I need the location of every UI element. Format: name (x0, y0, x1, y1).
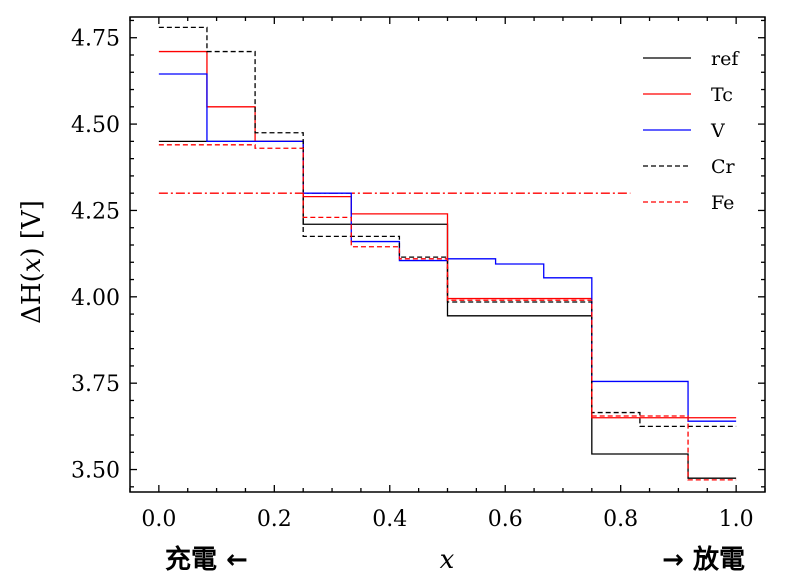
x-tick-label: 0.4 (372, 507, 407, 532)
y-tick-label: 4.25 (71, 199, 120, 224)
legend-label-ref: ref (711, 48, 740, 70)
y-tick-label: 3.50 (71, 459, 120, 484)
y-axis-label: ΔH(x) [V] (17, 200, 47, 324)
legend: ref Tc V Cr Fe (643, 48, 740, 214)
series-line-fe (158, 144, 737, 481)
discharge-annotation: → 放電 (662, 544, 745, 575)
series-line-tc (158, 50, 737, 419)
x-tick-label: 0.6 (488, 507, 523, 532)
y-tick-label: 4.50 (71, 113, 120, 138)
charge-annotation: 充電 ← (165, 544, 248, 575)
series-line-ref (158, 140, 737, 479)
x-axis-label: x (440, 545, 455, 575)
x-tick-label: 1.0 (719, 507, 754, 532)
x-tick-label: 0.8 (603, 507, 638, 532)
x-tick-label: 0.0 (141, 507, 176, 532)
y-tick-label: 4.00 (71, 286, 120, 311)
x-tick-label: 0.2 (257, 507, 292, 532)
series-line-cr (158, 26, 737, 428)
legend-label-tc: Tc (711, 84, 733, 106)
y-tick-label: 4.75 (71, 27, 120, 52)
plot-area (158, 26, 737, 481)
legend-label-cr: Cr (711, 156, 736, 178)
axis-ticks: 0.0 0.2 0.4 0.6 0.8 1.0 3.50 3.75 4.00 4.25 4.50 4.… (71, 17, 766, 532)
legend-label-fe: Fe (711, 192, 734, 214)
y-tick-label: 3.75 (71, 372, 120, 397)
legend-label-v: V (710, 120, 725, 142)
